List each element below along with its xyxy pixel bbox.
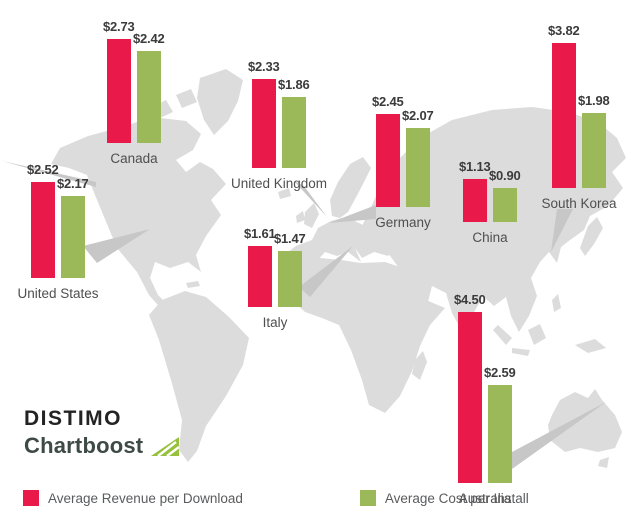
revenue-value-label: $2.33 xyxy=(248,59,280,74)
country-label: South Korea xyxy=(541,196,617,211)
country-label: United Kingdom xyxy=(230,176,328,191)
legend-item-cost: Average Cost per Install xyxy=(359,490,529,506)
cost-value-label: $0.90 xyxy=(489,168,521,183)
legend-item-revenue: Average Revenue per Download xyxy=(23,490,243,506)
cost-value-label: $2.17 xyxy=(57,176,89,191)
callout-wedge-united-kingdom xyxy=(294,181,327,217)
country-label: Australia xyxy=(458,491,512,506)
island-tasmania xyxy=(598,457,609,468)
cost-bar-canada xyxy=(137,51,161,143)
chartboost-icon xyxy=(151,437,181,458)
callout-wedge-united-states xyxy=(83,229,150,263)
cost-value-label: $2.07 xyxy=(402,108,434,123)
revenue-value-label: $2.73 xyxy=(103,19,135,34)
legend-swatch-revenue xyxy=(23,490,39,506)
island-borneo xyxy=(528,324,546,345)
revenue-bar-canada xyxy=(107,39,131,143)
chart-legend: Average Revenue per Download Average Cos… xyxy=(23,490,529,506)
country-label: United States xyxy=(17,286,99,301)
branding-block: DISTIMO Chartboost xyxy=(24,407,181,459)
island-iceland xyxy=(278,188,291,199)
island-britain xyxy=(304,203,319,228)
country-label: Canada xyxy=(110,151,158,166)
callout-wedge-italy xyxy=(299,246,353,297)
distimo-logo: DISTIMO xyxy=(24,407,122,430)
chartboost-logo: Chartboost xyxy=(24,433,181,459)
revenue-bar-south-korea xyxy=(552,43,576,188)
island-madagascar xyxy=(412,351,427,380)
island-sakhalin xyxy=(592,184,603,210)
island-ireland xyxy=(296,211,305,223)
cost-bar-australia xyxy=(488,385,512,483)
island-japan xyxy=(580,217,603,256)
callout-wedge-united-states-west xyxy=(2,161,96,187)
revenue-bar-australia xyxy=(458,312,482,483)
country-label: Italy xyxy=(262,315,288,330)
continent-africa xyxy=(292,258,445,413)
callout-wedge-germany xyxy=(329,205,376,223)
cost-bar-south-korea xyxy=(582,113,606,188)
revenue-bar-italy xyxy=(248,246,272,307)
continent-australia xyxy=(548,389,622,452)
island-arctic-2 xyxy=(176,89,197,108)
revenue-bar-united-states xyxy=(31,182,55,278)
cost-bar-china xyxy=(493,188,517,222)
chartboost-logo-text: Chartboost xyxy=(24,433,144,459)
cost-bar-united-kingdom xyxy=(282,97,306,168)
callout-wedge-south-korea xyxy=(551,209,573,252)
revenue-value-label: $4.50 xyxy=(454,292,486,307)
revenue-bar-china xyxy=(463,179,487,222)
revenue-value-label: $2.45 xyxy=(372,94,404,109)
island-philippines xyxy=(552,294,561,312)
legend-label-revenue: Average Revenue per Download xyxy=(48,490,243,506)
cost-bar-italy xyxy=(278,251,302,307)
revenue-value-label: $1.61 xyxy=(244,226,276,241)
revenue-bar-germany xyxy=(376,114,400,207)
revenue-bar-united-kingdom xyxy=(252,79,276,168)
cost-value-label: $1.98 xyxy=(578,93,610,108)
cost-bar-germany xyxy=(406,128,430,207)
callout-wedge-australia xyxy=(512,402,606,469)
country-label: China xyxy=(472,230,508,245)
callout-wedges xyxy=(2,161,606,469)
region-scandinavia xyxy=(330,157,371,218)
island-new-guinea xyxy=(575,339,606,353)
island-sumatra xyxy=(493,325,512,345)
cost-bar-united-states xyxy=(61,196,85,278)
revenue-value-label: $2.52 xyxy=(27,162,59,177)
island-caribbean xyxy=(186,281,200,288)
cost-value-label: $1.47 xyxy=(274,231,306,246)
island-java xyxy=(512,348,530,356)
continent-south-america xyxy=(149,291,249,462)
legend-label-cost: Average Cost per Install xyxy=(384,490,529,506)
legend-swatch-cost xyxy=(359,490,376,506)
revenue-value-label: $1.13 xyxy=(459,159,491,174)
cost-value-label: $1.86 xyxy=(278,77,310,92)
island-greenland xyxy=(197,69,243,135)
revenue-value-label: $3.82 xyxy=(548,23,580,38)
cost-value-label: $2.59 xyxy=(484,365,516,380)
country-label: Germany xyxy=(375,215,431,230)
cost-value-label: $2.42 xyxy=(133,31,165,46)
continent-north-america xyxy=(51,117,226,313)
